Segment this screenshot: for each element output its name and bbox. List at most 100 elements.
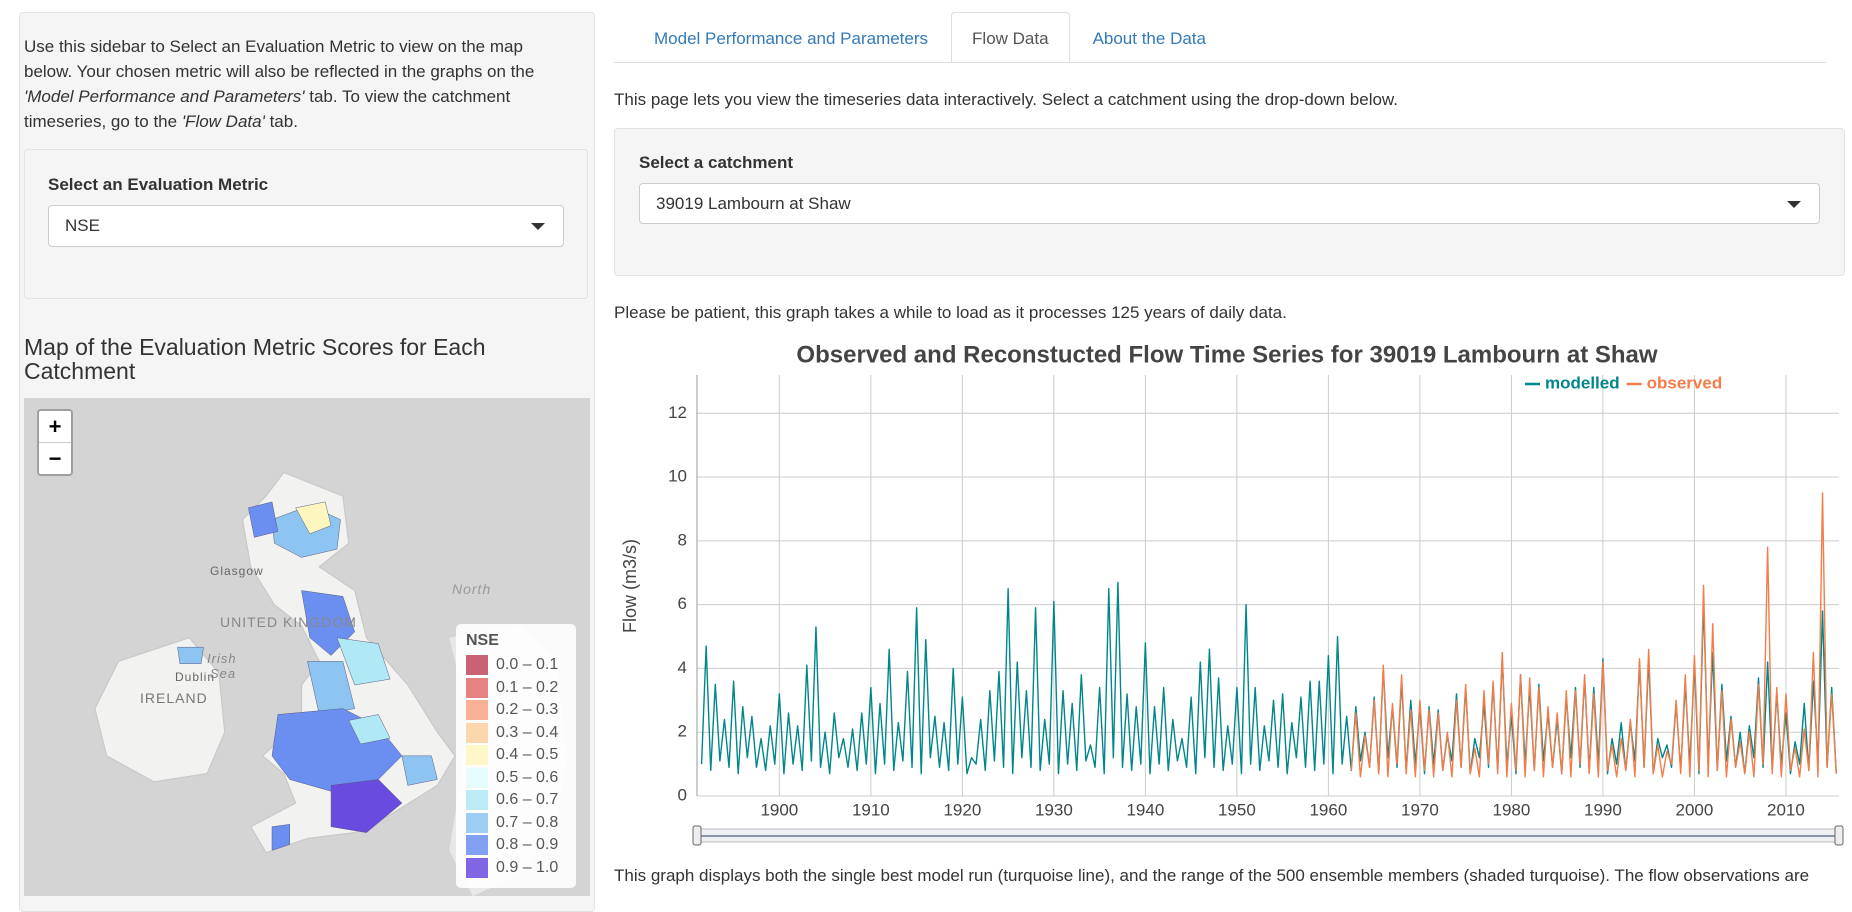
caption: This graph displays both the single best… <box>614 866 1810 885</box>
legend-row: 0.7 – 0.8 <box>466 812 566 835</box>
x-tick-label: 1940 <box>1126 800 1164 819</box>
catchment <box>336 637 391 686</box>
legend-row: 0.5 – 0.6 <box>466 767 566 790</box>
legend-label: 0.6 – 0.7 <box>496 791 559 809</box>
legend-row: 0.2 – 0.3 <box>466 699 566 722</box>
text: Use this sidebar to Select an Evaluation… <box>24 37 535 81</box>
caret <box>1787 201 1801 208</box>
x-tick-label: 1970 <box>1401 800 1439 819</box>
x-tick-label: 1910 <box>852 800 890 819</box>
legend-label: 0.1 – 0.2 <box>496 678 559 696</box>
range-handle[interactable] <box>1834 825 1844 846</box>
x-tick-label: 2000 <box>1676 800 1714 819</box>
map-label: Glasgow <box>210 564 264 578</box>
legend-label: 0.2 – 0.3 <box>496 701 559 719</box>
catchment-select[interactable]: 39019 Lambourn at Shaw <box>639 183 1820 224</box>
y-tick-label: 8 <box>678 530 687 549</box>
range-handle[interactable] <box>692 825 702 846</box>
catchment <box>401 755 438 786</box>
legend-row: 0.3 – 0.4 <box>466 722 566 745</box>
catchment <box>177 646 204 664</box>
map-label: North <box>452 581 492 597</box>
legend-swatch <box>466 700 488 721</box>
x-tick-label: 1920 <box>943 800 981 819</box>
y-tick-label: 6 <box>678 594 687 613</box>
legend-swatch <box>466 677 488 698</box>
legend-label: 0.9 – 1.0 <box>496 858 559 876</box>
legend-title: NSE <box>466 632 499 649</box>
legend-swatch <box>466 812 488 833</box>
map-label: Dublin <box>175 670 216 684</box>
legend-row: 0.0 – 0.1 <box>466 654 566 677</box>
tab[interactable]: Model Performance and Parameters <box>654 29 929 48</box>
legend-row: 0.1 – 0.2 <box>466 677 566 700</box>
catchment-value: 39019 Lambourn at Shaw <box>656 194 851 213</box>
tab[interactable]: About the Data <box>1092 29 1206 48</box>
x-tick-label: 1990 <box>1584 800 1622 819</box>
y-tick-label: 4 <box>678 658 687 677</box>
legend-swatch <box>466 790 488 811</box>
legend-label: 0.3 – 0.4 <box>496 723 559 741</box>
legend-label: 0.0 – 0.1 <box>496 656 559 674</box>
series-line <box>700 581 1837 775</box>
y-tick-label: 10 <box>668 467 687 486</box>
zoom-in[interactable]: + <box>39 411 71 443</box>
legend-label: modelled <box>1545 373 1620 392</box>
text: tab. To view the catchment timeseries, g… <box>24 87 511 131</box>
map-label: IRELAND <box>140 690 208 706</box>
legend-label: 0.5 – 0.6 <box>496 768 559 786</box>
legend-swatch <box>466 857 488 878</box>
chart: Observed and Reconstucted Flow Time Seri… <box>620 341 1844 846</box>
catchment-label: Select a catchment <box>639 153 794 172</box>
legend-swatch <box>466 745 488 766</box>
legend-label: 0.7 – 0.8 <box>496 813 559 831</box>
caret <box>531 223 545 230</box>
text: 'Model Performance and Parameters' <box>24 87 305 106</box>
legend-label: 0.8 – 0.9 <box>496 836 559 854</box>
catchment <box>307 661 355 715</box>
x-tick-label: 1960 <box>1309 800 1347 819</box>
note-text: Please be patient, this graph takes a wh… <box>614 303 1287 322</box>
x-tick-label: 1930 <box>1035 800 1073 819</box>
legend-rows: 0.0 – 0.1 0.1 – 0.2 0.2 – 0.3 0.3 – 0.4 0.4 … <box>466 654 566 879</box>
metric-select[interactable]: NSE <box>48 205 564 247</box>
series-line <box>1350 492 1837 778</box>
zoom-out[interactable]: − <box>39 443 71 474</box>
y-tick-label: 0 <box>678 785 687 804</box>
x-tick-label: 2010 <box>1767 800 1805 819</box>
legend-row: 0.4 – 0.5 <box>466 744 566 767</box>
legend-swatch <box>466 835 488 856</box>
catchment <box>348 714 391 745</box>
y-axis-label: Flow (m3/s) <box>620 539 640 633</box>
legend-label: observed <box>1647 373 1723 392</box>
map-label: Sea <box>210 666 237 681</box>
x-tick-label: 1900 <box>760 800 798 819</box>
map-legend: NSE 0.0 – 0.1 0.1 – 0.2 0.2 – 0.3 0.3 – 0.4… <box>456 624 576 888</box>
legend-row: 0.6 – 0.7 <box>466 789 566 812</box>
tab-rule <box>614 62 1826 63</box>
legend-swatch <box>466 655 488 676</box>
map-label: Irish <box>207 651 237 666</box>
legend-label: 0.4 – 0.5 <box>496 746 559 764</box>
metric-label: Select an Evaluation Metric <box>48 175 269 194</box>
tab[interactable]: Flow Data <box>951 12 1070 63</box>
zoom-control: + − <box>37 409 73 476</box>
legend-row: 0.9 – 1.0 <box>466 857 566 880</box>
map-label: UNITED KINGDOM <box>220 614 357 630</box>
map-title: Map of the Evaluation Metric Scores for … <box>24 334 486 384</box>
chart-title: Observed and Reconstucted Flow Time Seri… <box>796 341 1657 368</box>
legend-row: 0.8 – 0.9 <box>466 834 566 857</box>
tabs: Model Performance and Parameters Flow Dat… <box>633 12 1229 63</box>
legend-swatch <box>466 722 488 743</box>
x-tick-label: 1950 <box>1218 800 1256 819</box>
catchment <box>295 501 332 535</box>
intro-text: This page lets you view the timeseries d… <box>614 90 1398 109</box>
catchment <box>248 501 279 538</box>
metric-value: NSE <box>65 216 100 235</box>
legend-swatch <box>466 767 488 788</box>
x-tick-label: 1980 <box>1492 800 1530 819</box>
text: tab. <box>264 112 298 131</box>
map[interactable]: Glasgow UNITED KINGDOM Irish Sea Dublin IRELA… <box>24 398 590 896</box>
y-tick-label: 12 <box>668 403 687 422</box>
